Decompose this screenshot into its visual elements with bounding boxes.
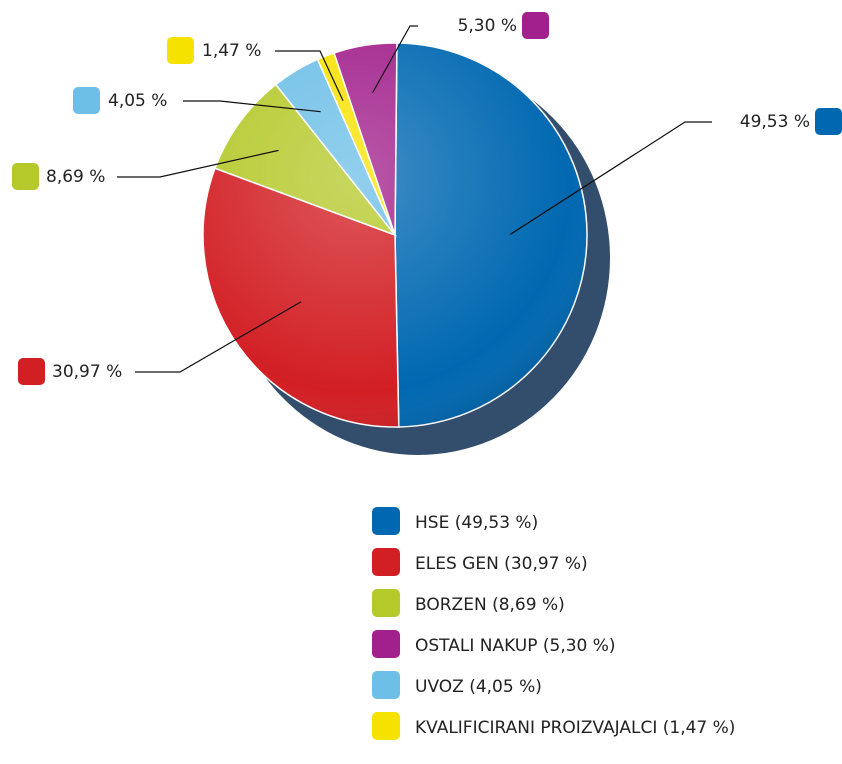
legend-swatch [372,589,400,617]
leader-line [135,301,302,373]
data-label: 1,47 % [202,41,261,61]
legend-swatch [372,507,400,535]
leader-line [117,149,279,178]
data-label: 49,53 % [740,112,810,132]
legend-label: KVALIFICIRANI PROIZVAJALCI (1,47 %) [415,718,735,738]
leader-line [183,100,321,113]
legend-label: HSE (49,53 %) [415,513,538,533]
legend-swatch [372,671,400,699]
label-swatch [167,37,194,64]
data-label: 5,30 % [458,16,517,36]
label-swatch [522,12,549,39]
legend-label: OSTALI NAKUP (5,30 %) [415,636,616,656]
data-label: 4,05 % [108,91,167,111]
label-swatch [815,108,842,135]
legend-swatch [372,630,400,658]
legend-label: UVOZ (4,05 %) [415,677,542,697]
leader-line [275,50,344,101]
leader-line [372,25,418,94]
label-swatch [18,358,45,385]
label-swatch [73,87,100,114]
data-label: 30,97 % [52,362,122,382]
legend-label: BORZEN (8,69 %) [415,595,565,615]
legend-swatch [372,548,400,576]
legend-label: ELES GEN (30,97 %) [415,554,588,574]
legend-swatch [372,712,400,740]
data-label: 8,69 % [46,167,105,187]
leader-line [509,121,712,235]
label-swatch [12,163,39,190]
